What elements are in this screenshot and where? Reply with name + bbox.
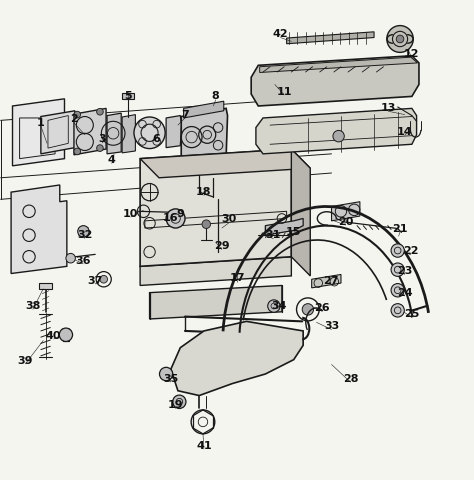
Text: 20: 20 [338, 217, 354, 227]
Text: 25: 25 [404, 309, 419, 319]
Circle shape [97, 108, 103, 115]
Text: 9: 9 [176, 209, 184, 219]
Polygon shape [265, 218, 303, 235]
Text: 13: 13 [381, 103, 396, 113]
Text: 8: 8 [212, 91, 219, 101]
Text: 24: 24 [397, 288, 412, 298]
Text: 40: 40 [46, 331, 61, 341]
Circle shape [202, 220, 210, 228]
Circle shape [159, 367, 173, 381]
Circle shape [97, 145, 103, 152]
Text: 28: 28 [343, 374, 358, 384]
Text: 12: 12 [404, 49, 419, 60]
Polygon shape [11, 185, 67, 274]
Text: 16: 16 [163, 214, 179, 224]
Text: 42: 42 [273, 29, 288, 39]
Circle shape [391, 284, 404, 297]
Text: 26: 26 [314, 303, 330, 313]
Circle shape [396, 35, 404, 43]
Circle shape [173, 395, 186, 408]
Polygon shape [181, 108, 228, 163]
Circle shape [66, 253, 75, 263]
Polygon shape [41, 111, 75, 154]
Circle shape [74, 148, 81, 155]
Circle shape [333, 131, 344, 142]
Text: 4: 4 [108, 155, 116, 165]
Polygon shape [122, 115, 136, 153]
Text: 30: 30 [221, 215, 237, 225]
Polygon shape [312, 275, 341, 288]
Polygon shape [171, 322, 303, 396]
Polygon shape [74, 108, 106, 155]
Text: 38: 38 [25, 301, 40, 311]
Text: 23: 23 [397, 266, 412, 276]
Polygon shape [292, 149, 310, 276]
Text: 32: 32 [77, 230, 92, 240]
Polygon shape [12, 99, 64, 166]
Text: 1: 1 [37, 118, 45, 128]
Polygon shape [287, 32, 374, 44]
Circle shape [391, 244, 404, 257]
Text: 31: 31 [266, 230, 281, 240]
Text: 41: 41 [196, 441, 212, 451]
Polygon shape [331, 202, 360, 221]
Text: 11: 11 [276, 86, 292, 96]
Text: 22: 22 [403, 247, 419, 256]
Polygon shape [166, 116, 182, 148]
Polygon shape [39, 283, 52, 289]
Text: 29: 29 [214, 241, 230, 251]
Polygon shape [140, 149, 310, 178]
Polygon shape [122, 93, 135, 99]
Polygon shape [140, 257, 292, 286]
Text: 19: 19 [168, 400, 183, 410]
Polygon shape [183, 101, 224, 118]
Circle shape [166, 209, 185, 228]
Text: 10: 10 [123, 209, 138, 219]
Polygon shape [107, 113, 121, 154]
Text: 6: 6 [153, 134, 161, 144]
Text: 34: 34 [272, 301, 287, 311]
Polygon shape [256, 108, 417, 154]
Text: 2: 2 [70, 114, 78, 124]
Polygon shape [150, 286, 282, 319]
Circle shape [78, 226, 89, 237]
Text: 37: 37 [88, 276, 103, 286]
Polygon shape [251, 56, 419, 106]
Polygon shape [260, 57, 418, 72]
Text: 5: 5 [125, 91, 132, 101]
Text: 39: 39 [18, 356, 33, 366]
Circle shape [302, 304, 314, 315]
Text: 35: 35 [163, 374, 178, 384]
Circle shape [59, 328, 73, 341]
Circle shape [268, 300, 280, 312]
Circle shape [74, 111, 81, 118]
Text: 21: 21 [392, 224, 408, 233]
Text: 27: 27 [323, 276, 338, 286]
Polygon shape [140, 149, 292, 266]
Circle shape [391, 304, 404, 317]
Text: 14: 14 [397, 127, 412, 137]
Circle shape [391, 263, 404, 276]
Text: 3: 3 [99, 134, 106, 144]
Circle shape [387, 25, 413, 52]
Circle shape [100, 276, 108, 283]
Text: 36: 36 [76, 255, 91, 265]
Text: 17: 17 [229, 273, 245, 283]
Circle shape [134, 117, 165, 149]
Text: 33: 33 [324, 321, 339, 331]
Text: 18: 18 [196, 187, 212, 197]
Text: 15: 15 [286, 227, 301, 237]
Text: 7: 7 [181, 109, 189, 120]
